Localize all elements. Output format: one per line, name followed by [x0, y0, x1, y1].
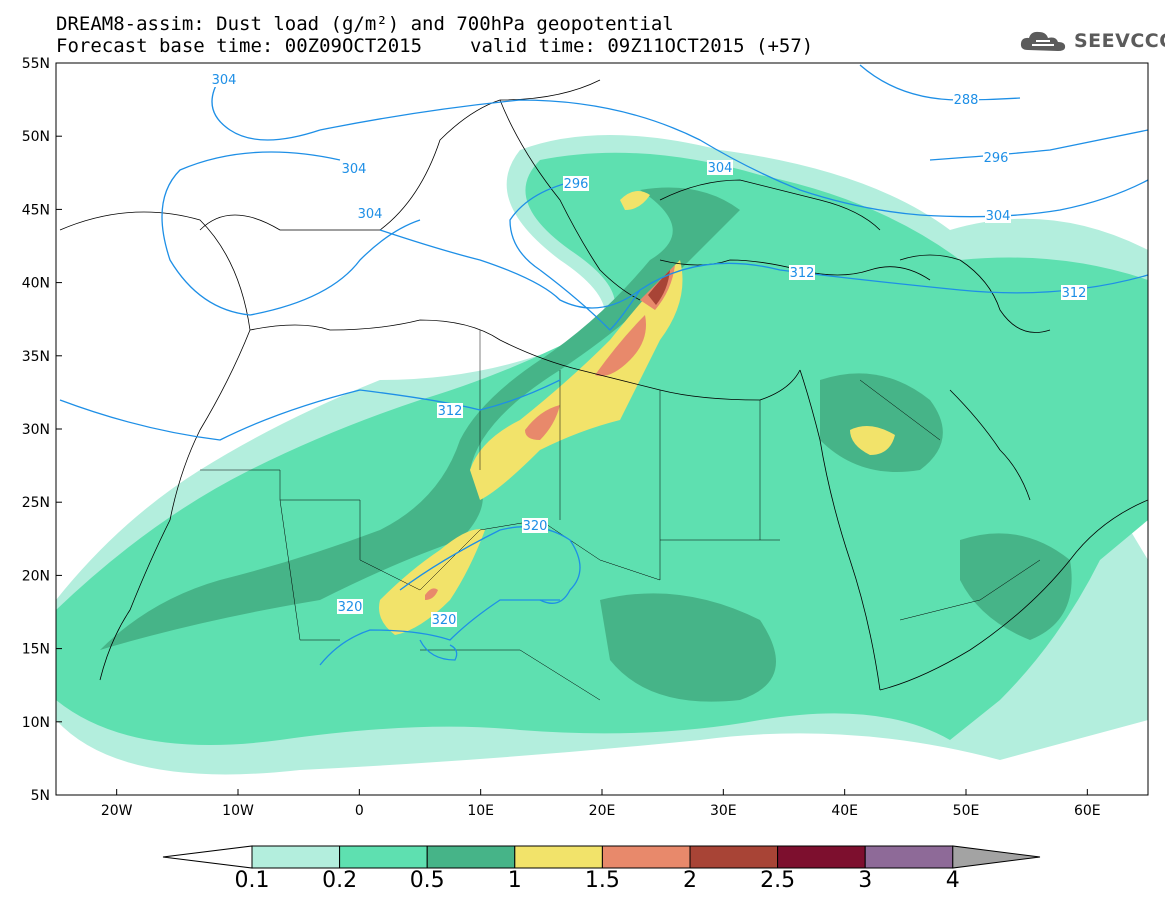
map-title: DREAM8-assim: Dust load (g/m²) and 700hP…	[56, 13, 674, 35]
colorbar	[162, 845, 1041, 869]
longitude-axis: 20W 10W 0 10E 20E 30E 40E 50E 60E	[101, 789, 1101, 819]
contour-label: 320	[432, 613, 457, 628]
cloud-icon	[1020, 31, 1066, 51]
lat-tick-label: 40N	[22, 276, 50, 292]
contour-label: 304	[342, 162, 367, 177]
colorbar-level-label: 0.1	[234, 868, 270, 893]
lat-tick-label: 30N	[22, 422, 50, 438]
contour-label: 288	[954, 93, 979, 108]
colorbar-swatch	[601, 845, 691, 869]
contour-label: 312	[438, 404, 463, 419]
contour-label: 312	[1062, 286, 1087, 301]
colorbar-level-label: 4	[945, 868, 960, 893]
colorbar-level-label: 2	[683, 868, 697, 893]
dust-field	[56, 63, 1148, 795]
lon-tick-label: 10W	[222, 803, 254, 819]
geopotential-contours	[59, 64, 1148, 666]
lat-tick-label: 10N	[22, 715, 50, 731]
colorbar-swatch	[339, 845, 428, 869]
contour-320-loop	[419, 639, 458, 661]
colorbar-level-label: 0.5	[409, 868, 445, 893]
colorbar-level-label: 0.2	[322, 868, 358, 893]
contour-312-south	[59, 379, 561, 441]
lat-tick-label: 5N	[31, 788, 50, 804]
contour-304-adriatic	[539, 269, 641, 331]
colorbar-swatch	[426, 845, 516, 869]
dust-level-1.5	[525, 405, 560, 440]
lat-tick-label: 35N	[22, 349, 50, 365]
lon-tick-label: 0	[355, 803, 364, 819]
contour-label: 296	[984, 151, 1009, 166]
borders	[200, 330, 1041, 701]
colorbar-level-label: 2.5	[760, 868, 796, 893]
lat-tick-label: 50N	[22, 129, 50, 145]
lat-tick-label: 45N	[22, 202, 50, 218]
dust-level-0.2	[56, 152, 1148, 745]
contour-296-adriatic	[509, 179, 581, 271]
lon-tick-label: 60E	[1074, 803, 1101, 819]
contour-label: 320	[523, 519, 548, 534]
contour-320-south	[319, 599, 560, 666]
contour-label: 312	[790, 266, 815, 281]
lon-tick-label: 50E	[953, 803, 980, 819]
lat-tick-label: 25N	[22, 495, 50, 511]
contour-label: 304	[358, 207, 383, 222]
colorbar-level-label: 3	[858, 868, 873, 893]
lon-tick-label: 40E	[831, 803, 858, 819]
contour-304-south	[161, 151, 421, 316]
logo-text: SEEVCCC	[1074, 30, 1165, 52]
lat-tick-label: 20N	[22, 568, 50, 584]
contour-label: 296	[564, 177, 589, 192]
contour-label: 320	[338, 600, 363, 615]
dust-level-1	[470, 260, 683, 500]
lon-tick-label: 20W	[101, 803, 133, 819]
base-time: Forecast base time: 00Z09OCT2015	[56, 35, 423, 57]
valid-time: valid time: 09Z11OCT2015 (+57)	[470, 35, 814, 57]
colorbar-swatch	[251, 845, 341, 869]
colorbar-level-label: 1.5	[584, 868, 620, 893]
lon-tick-label: 30E	[710, 803, 737, 819]
lon-tick-label: 20E	[589, 803, 616, 819]
contour-304-east	[319, 99, 1148, 218]
dust-level-2	[648, 270, 670, 305]
colorbar-swatch	[777, 845, 866, 869]
latitude-axis: 55N 50N 45N 40N 35N 30N 25N 20N 15N 10N 5N	[22, 56, 62, 804]
seevccc-logo: SEEVCCC	[1018, 28, 1165, 54]
colorbar-under-triangle	[162, 845, 253, 869]
lat-tick-label: 55N	[22, 56, 50, 72]
lon-tick-label: 10E	[467, 803, 494, 819]
map-subtitle: Forecast base time: 00Z09OCT2015 valid ti…	[56, 36, 813, 56]
contour-320-north	[399, 526, 581, 604]
contour-312-north	[379, 229, 1148, 309]
contour-labels: 304 304 304 288 296 296 304 304 312 312 …	[211, 72, 1087, 628]
contour-label: 304	[986, 209, 1011, 224]
colorbar-over-triangle	[952, 845, 1041, 869]
contour-label: 304	[708, 161, 733, 176]
colorbar-swatch	[689, 845, 779, 869]
colorbar-level-label: 1	[507, 868, 522, 893]
contour-296-north	[929, 129, 1148, 161]
lat-tick-label: 15N	[22, 642, 50, 658]
contour-label: 304	[212, 73, 237, 88]
dust-level-0.5	[100, 187, 740, 650]
colorbar-swatch	[514, 845, 603, 869]
colorbar-swatch	[864, 845, 954, 869]
contour-304-west	[211, 77, 321, 141]
